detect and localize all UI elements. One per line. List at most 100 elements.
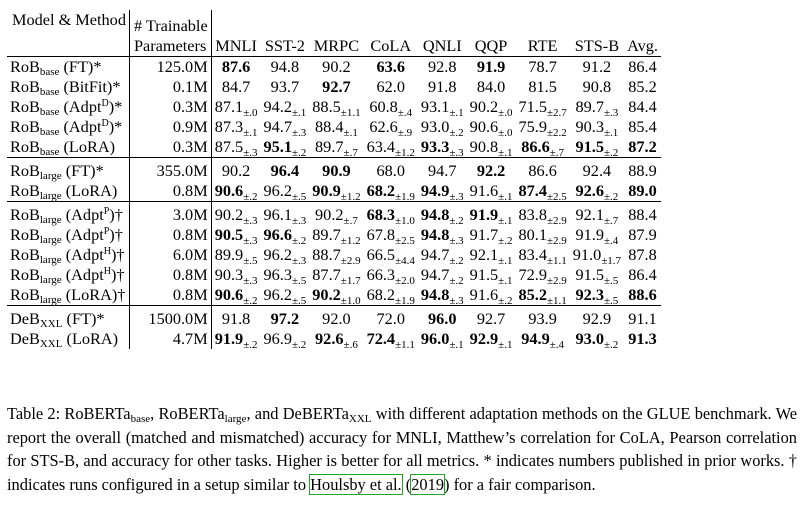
score-cell-mrpc: 92.6±.6: [309, 328, 363, 351]
score-cell-mrpc: 89.7±.7: [309, 136, 364, 158]
score-std-dev: ±.5: [604, 274, 619, 287]
trainable-params-cell: 0.8M: [128, 180, 212, 202]
score-value: 87.8: [628, 244, 657, 264]
score-value: 94.8: [420, 224, 450, 244]
caption-sub-large: large: [224, 413, 247, 425]
method-mark: )*: [108, 116, 123, 136]
caption-part5: for a fair comparison.: [449, 474, 596, 494]
score-std-dev: ±2.2: [546, 126, 567, 139]
score-cell-rte: 81.5: [515, 77, 569, 97]
score-value: 90.8: [582, 76, 612, 96]
score-std-dev: ±.5: [291, 274, 307, 287]
table-header-row: Model & Method # Trainable Parameters MNL…: [7, 10, 661, 57]
caption-part4: with different adaptation methods on the…: [7, 404, 797, 494]
score-value: 87.4: [518, 180, 547, 200]
score-std-dev: ±.2: [498, 294, 513, 307]
method-mark: *: [95, 160, 104, 180]
score-std-dev: ±.2: [291, 234, 307, 247]
score-value: 90.2: [322, 56, 351, 76]
score-value: 94.9: [420, 180, 450, 200]
citation-open-paren: (: [401, 474, 412, 494]
score-value: 85.2: [628, 76, 657, 96]
method-superscript: P: [103, 225, 110, 237]
score-std-dev: ±.3: [291, 126, 307, 139]
score-cell-cola: 62.6±.9: [364, 117, 418, 139]
score-std-dev: ±.2: [243, 190, 258, 203]
score-value: 90.8: [469, 136, 499, 156]
score-cell-mrpc: 88.5±1.1: [309, 96, 363, 119]
score-std-dev: ±.2: [604, 146, 619, 159]
score-cell-avg: 87.8: [624, 245, 661, 265]
method-mark: *: [112, 76, 121, 96]
score-std-dev: ±.0: [243, 106, 258, 119]
score-value: 68.3: [366, 204, 396, 224]
score-value: 84.4: [628, 96, 657, 116]
score-value: 87.2: [628, 136, 657, 156]
score-value: 90.6: [214, 180, 244, 200]
score-cell-qnli: 96.0±.1: [418, 329, 467, 351]
score-std-dev: ±2.0: [395, 274, 415, 287]
score-value: 92.2: [476, 160, 506, 180]
table-row: RoBlarge (AdptP)† 3.0M 90.2±.3 96.1±.3 90.2±…: [7, 204, 661, 226]
header-task-qqp: QQP: [466, 10, 516, 57]
citation-close-paren: ): [444, 474, 450, 494]
model-size-subscript: base: [39, 105, 60, 118]
method-name: (Adpt: [65, 224, 104, 244]
score-value: 91.8: [221, 308, 251, 328]
score-cell-mrpc: 92.0: [309, 309, 363, 329]
table-row: RoBlarge (AdptH)† 0.8M 90.3±.3 96.3±.5 87.7±…: [7, 264, 661, 287]
score-cell-mnli: 90.5±.3: [210, 224, 261, 246]
score-value: 92.0: [322, 308, 351, 328]
score-value: 91.6: [469, 180, 499, 200]
score-cell-sst2: 96.6±.2: [260, 225, 309, 247]
score-cell-cola: 68.2±1.9: [363, 180, 418, 203]
method-name: (Adpt: [63, 116, 102, 136]
model-size-subscript: large: [39, 233, 62, 246]
gap-cell: [128, 305, 212, 309]
score-cell-qqp: 91.6±.2: [466, 284, 516, 307]
score-std-dev: ±2.5: [395, 234, 415, 247]
score-std-dev: ±1.9: [395, 190, 415, 203]
score-cell-stsb: 91.5±.2: [569, 136, 625, 159]
gap-cell: [210, 201, 261, 205]
score-value: 91.8: [428, 76, 457, 96]
score-cell-cola: 62.0: [364, 77, 418, 97]
score-cell-cola: 60.8±.4: [364, 97, 418, 119]
score-cell-sst2: 96.9±.2: [260, 329, 309, 351]
citation-link-year[interactable]: 2019: [410, 473, 446, 495]
score-cell-rte: 72.9±2.9: [515, 265, 569, 287]
score-std-dev: ±2.5: [546, 190, 567, 203]
score-cell-stsb: 93.0±.2: [570, 329, 624, 351]
trainable-params-cell: 4.7M: [128, 328, 212, 349]
score-cell-cola: 72.0: [364, 309, 418, 329]
score-std-dev: ±.3: [449, 190, 464, 203]
score-value: 92.6: [315, 328, 344, 348]
model-method-cell: RoBlarge (LoRA)†: [7, 284, 130, 306]
score-value: 90.9: [322, 160, 351, 180]
model-size-subscript: large: [39, 253, 62, 266]
method-mark: )†: [110, 244, 125, 264]
score-value: 72.0: [376, 308, 405, 328]
score-cell-avg: 91.1: [624, 309, 661, 329]
score-value: 90.9: [312, 180, 341, 200]
method-name: (Adpt: [65, 204, 104, 224]
header-task-rte: RTE: [515, 10, 570, 57]
score-value: 92.1: [575, 204, 605, 224]
score-value: 87.3: [214, 116, 244, 136]
model-method-cell: RoBbase (BitFit)*: [7, 76, 129, 98]
model-method-cell: RoBbase (AdptD)*: [7, 116, 129, 138]
score-value: 91.7: [469, 224, 499, 244]
score-cell-qnli: 93.3±.3: [417, 136, 467, 158]
score-cell-qnli: 94.9±.3: [417, 180, 467, 203]
score-std-dev: ±1.1: [395, 338, 415, 351]
header-trainable-params: # Trainable Parameters: [128, 10, 212, 57]
model-base-name: RoB: [10, 284, 40, 304]
score-value: 88.5: [312, 96, 341, 116]
score-cell-qnli: 93.1±.1: [418, 97, 467, 119]
group-gap-row: [7, 157, 661, 161]
score-value: 83.8: [518, 204, 547, 224]
citation-link-author[interactable]: Houlsby et al.: [309, 473, 403, 495]
score-std-dev: ±.1: [498, 254, 513, 267]
score-value: 93.7: [270, 76, 300, 96]
table-row: RoBbase (FT)* 125.0M 87.6 94.8 90.2 63.6 92.8 9…: [7, 56, 661, 77]
